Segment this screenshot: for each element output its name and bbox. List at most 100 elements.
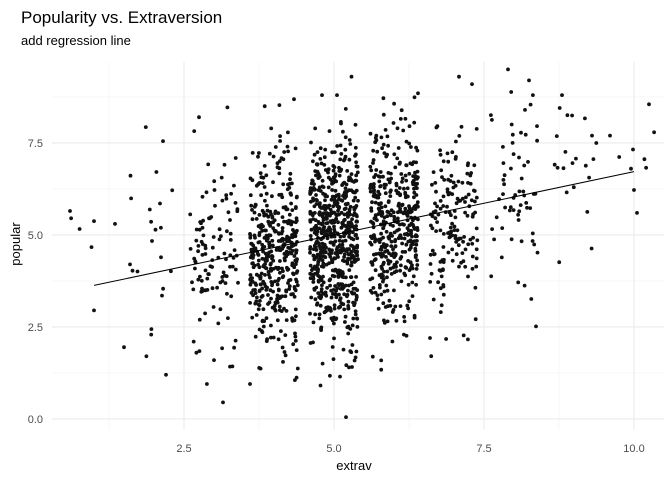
data-point xyxy=(346,223,350,228)
data-point xyxy=(248,193,253,198)
data-point xyxy=(344,202,349,207)
data-point xyxy=(342,207,347,212)
data-point xyxy=(228,218,232,222)
data-point xyxy=(652,130,656,135)
data-point xyxy=(257,181,262,185)
data-point xyxy=(355,249,359,254)
data-point xyxy=(433,209,438,214)
x-tick-label: 10.0 xyxy=(623,443,644,455)
data-point xyxy=(256,252,260,256)
data-point xyxy=(267,151,272,156)
data-point xyxy=(414,282,418,287)
data-point xyxy=(448,179,453,183)
data-point xyxy=(332,178,337,183)
data-point xyxy=(375,293,380,298)
data-point xyxy=(335,144,340,148)
data-point xyxy=(283,294,288,299)
data-point xyxy=(308,245,313,249)
data-point xyxy=(351,316,356,321)
data-point xyxy=(591,157,596,162)
data-point xyxy=(392,288,396,293)
data-point xyxy=(290,261,295,266)
data-point xyxy=(386,235,391,240)
data-point xyxy=(283,333,288,337)
data-point xyxy=(375,149,380,154)
data-point xyxy=(308,311,312,316)
data-point xyxy=(412,195,416,200)
data-point xyxy=(385,288,390,293)
data-point xyxy=(313,169,318,174)
data-point xyxy=(312,152,317,157)
data-point xyxy=(218,280,223,285)
data-point xyxy=(330,188,334,192)
data-point xyxy=(348,204,353,209)
x-axis-ticks: 2.5 5.0 7.5 10.0 xyxy=(176,443,644,455)
data-point xyxy=(253,291,258,295)
data-point xyxy=(528,206,533,211)
data-point xyxy=(349,260,354,265)
data-point xyxy=(452,228,457,233)
data-point xyxy=(128,173,133,178)
data-point xyxy=(525,205,529,210)
data-point xyxy=(263,273,267,277)
data-point xyxy=(415,169,420,174)
data-point xyxy=(320,178,325,183)
data-point xyxy=(322,155,327,160)
data-point xyxy=(259,175,264,180)
data-point xyxy=(212,179,217,184)
data-point xyxy=(398,117,403,121)
data-point xyxy=(264,233,269,238)
data-point xyxy=(316,273,320,278)
data-point xyxy=(381,112,386,117)
data-point xyxy=(469,198,474,203)
data-point xyxy=(340,242,345,247)
data-point xyxy=(282,219,286,224)
data-point xyxy=(516,218,521,222)
data-point xyxy=(309,272,314,277)
data-point xyxy=(264,213,269,217)
data-point xyxy=(258,366,263,371)
data-point xyxy=(233,267,238,272)
data-point xyxy=(217,227,222,232)
data-point xyxy=(280,226,285,230)
data-point xyxy=(531,93,535,97)
data-point xyxy=(223,281,228,285)
data-point xyxy=(386,171,391,175)
data-point xyxy=(255,295,259,300)
data-point xyxy=(333,188,338,193)
data-point xyxy=(347,207,352,212)
data-point xyxy=(216,321,221,326)
data-point xyxy=(428,336,432,340)
data-point xyxy=(315,150,320,155)
x-tick-label: 2.5 xyxy=(176,443,191,455)
data-point xyxy=(385,269,390,274)
data-point xyxy=(311,276,316,281)
data-point xyxy=(431,170,436,175)
data-point xyxy=(294,262,298,266)
data-point xyxy=(225,105,230,110)
data-point xyxy=(341,246,345,251)
data-point xyxy=(313,126,318,131)
data-point xyxy=(335,201,340,206)
data-point xyxy=(404,231,409,236)
data-point xyxy=(205,382,209,386)
data-point xyxy=(453,157,458,161)
data-point xyxy=(387,298,392,303)
data-point xyxy=(403,116,408,121)
data-point xyxy=(448,225,453,230)
data-point xyxy=(294,348,299,352)
data-point xyxy=(395,191,400,196)
data-point xyxy=(430,248,435,253)
data-point xyxy=(490,227,494,232)
data-point xyxy=(435,124,440,129)
data-point xyxy=(395,156,400,161)
data-point xyxy=(343,147,348,152)
data-point xyxy=(535,124,539,128)
data-point xyxy=(473,285,478,290)
data-point xyxy=(317,241,321,246)
data-point xyxy=(273,301,278,306)
data-point xyxy=(399,263,403,268)
data-point xyxy=(349,74,354,79)
data-point xyxy=(279,329,283,333)
data-point xyxy=(266,293,270,297)
